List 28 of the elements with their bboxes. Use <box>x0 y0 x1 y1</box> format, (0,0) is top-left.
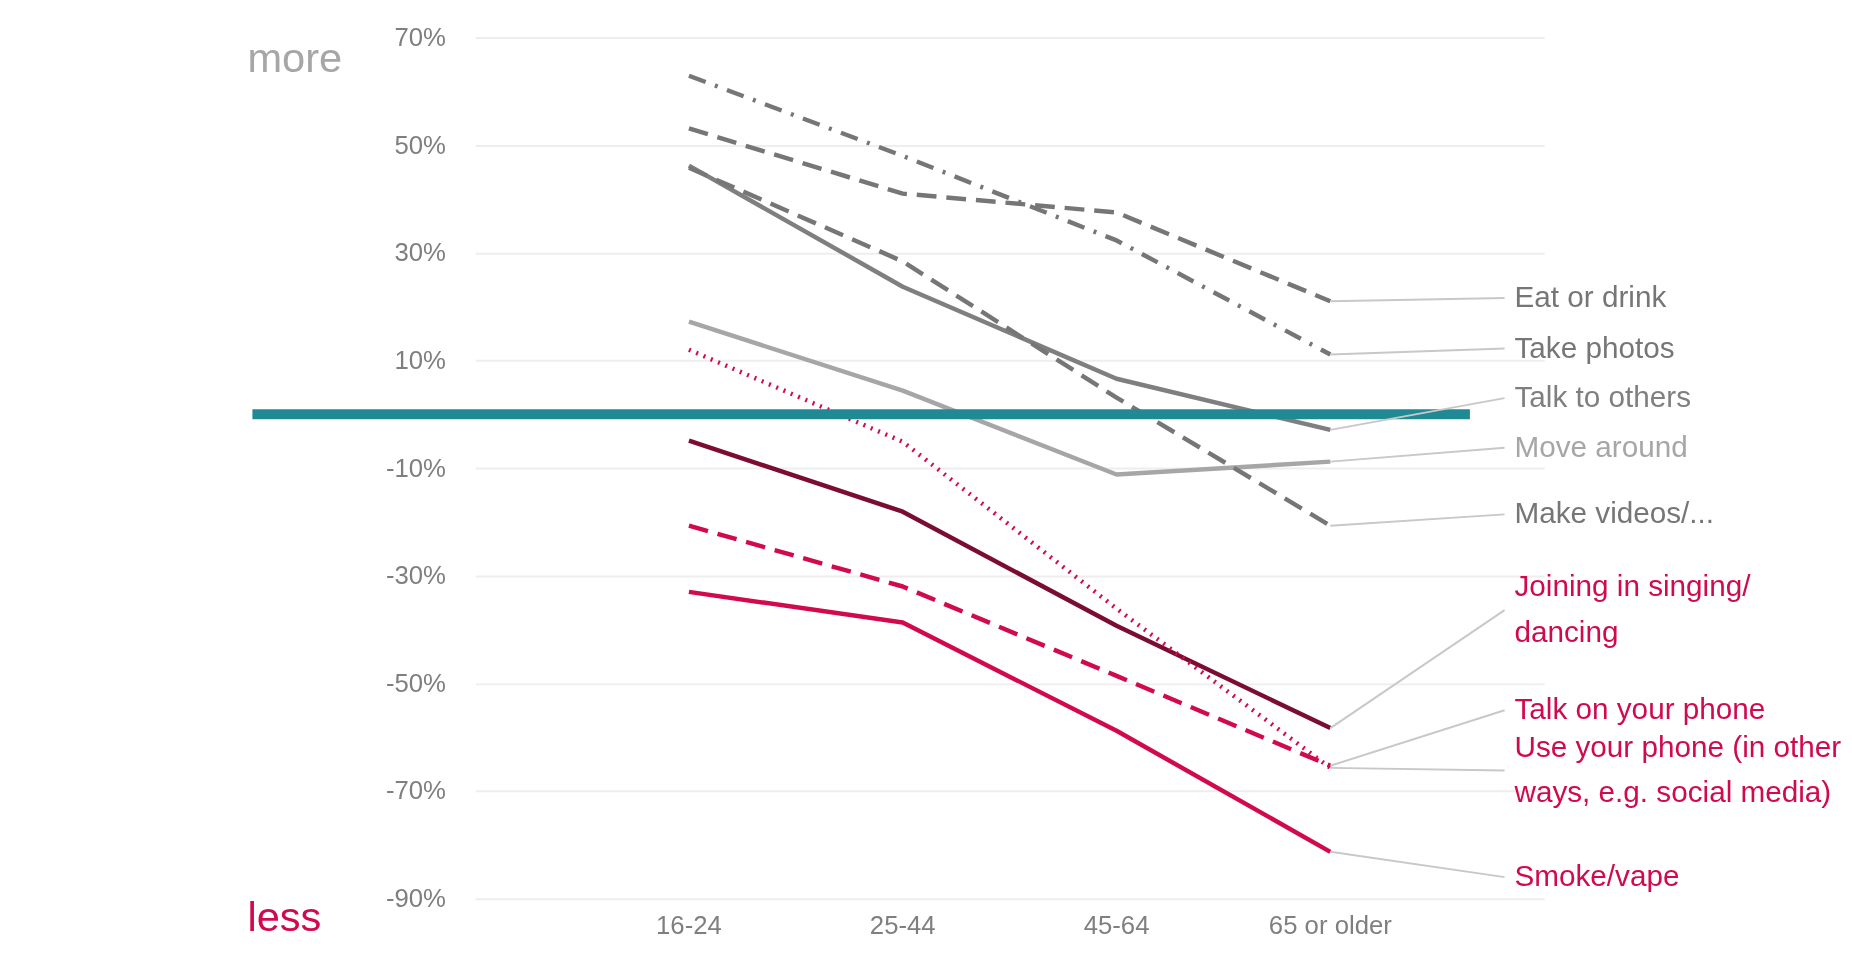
line-series <box>686 73 1333 357</box>
x-tick-label: 25-44 <box>869 910 936 939</box>
text: Use your phone (in other ways, e.g. social media) <box>1513 729 1842 809</box>
text: Make videos/... <box>1514 496 1715 530</box>
line-series <box>686 589 1333 855</box>
y-tick-label: -10% <box>385 453 446 482</box>
line-series <box>686 319 1333 477</box>
text: Talk to others <box>1514 380 1692 414</box>
y-tick-label: -30% <box>385 561 446 590</box>
text: Joining in singing/ dancing <box>1514 569 1752 648</box>
text: Take photos <box>1514 330 1675 364</box>
text: Move around <box>1514 429 1688 463</box>
text: Talk on your phone <box>1514 692 1766 726</box>
y-tick-label: 30% <box>394 238 446 267</box>
y-tick-label: 70% <box>394 22 446 51</box>
text: Eat or drink <box>1514 279 1667 313</box>
y-tick-label: -70% <box>385 776 446 805</box>
x-tick-label: 65 or older <box>1268 910 1393 939</box>
y-tick-label: 10% <box>394 345 446 374</box>
text: less <box>247 893 322 941</box>
text: Smoke/vape <box>1514 859 1680 893</box>
x-tick-label: 16-24 <box>656 910 722 939</box>
text: more <box>247 34 343 82</box>
y-tick-label: -90% <box>385 884 446 913</box>
x-tick-label: 45-64 <box>1083 910 1150 939</box>
line-series <box>686 438 1333 731</box>
y-tick-label: -50% <box>385 668 446 697</box>
y-tick-label: 50% <box>394 130 446 159</box>
